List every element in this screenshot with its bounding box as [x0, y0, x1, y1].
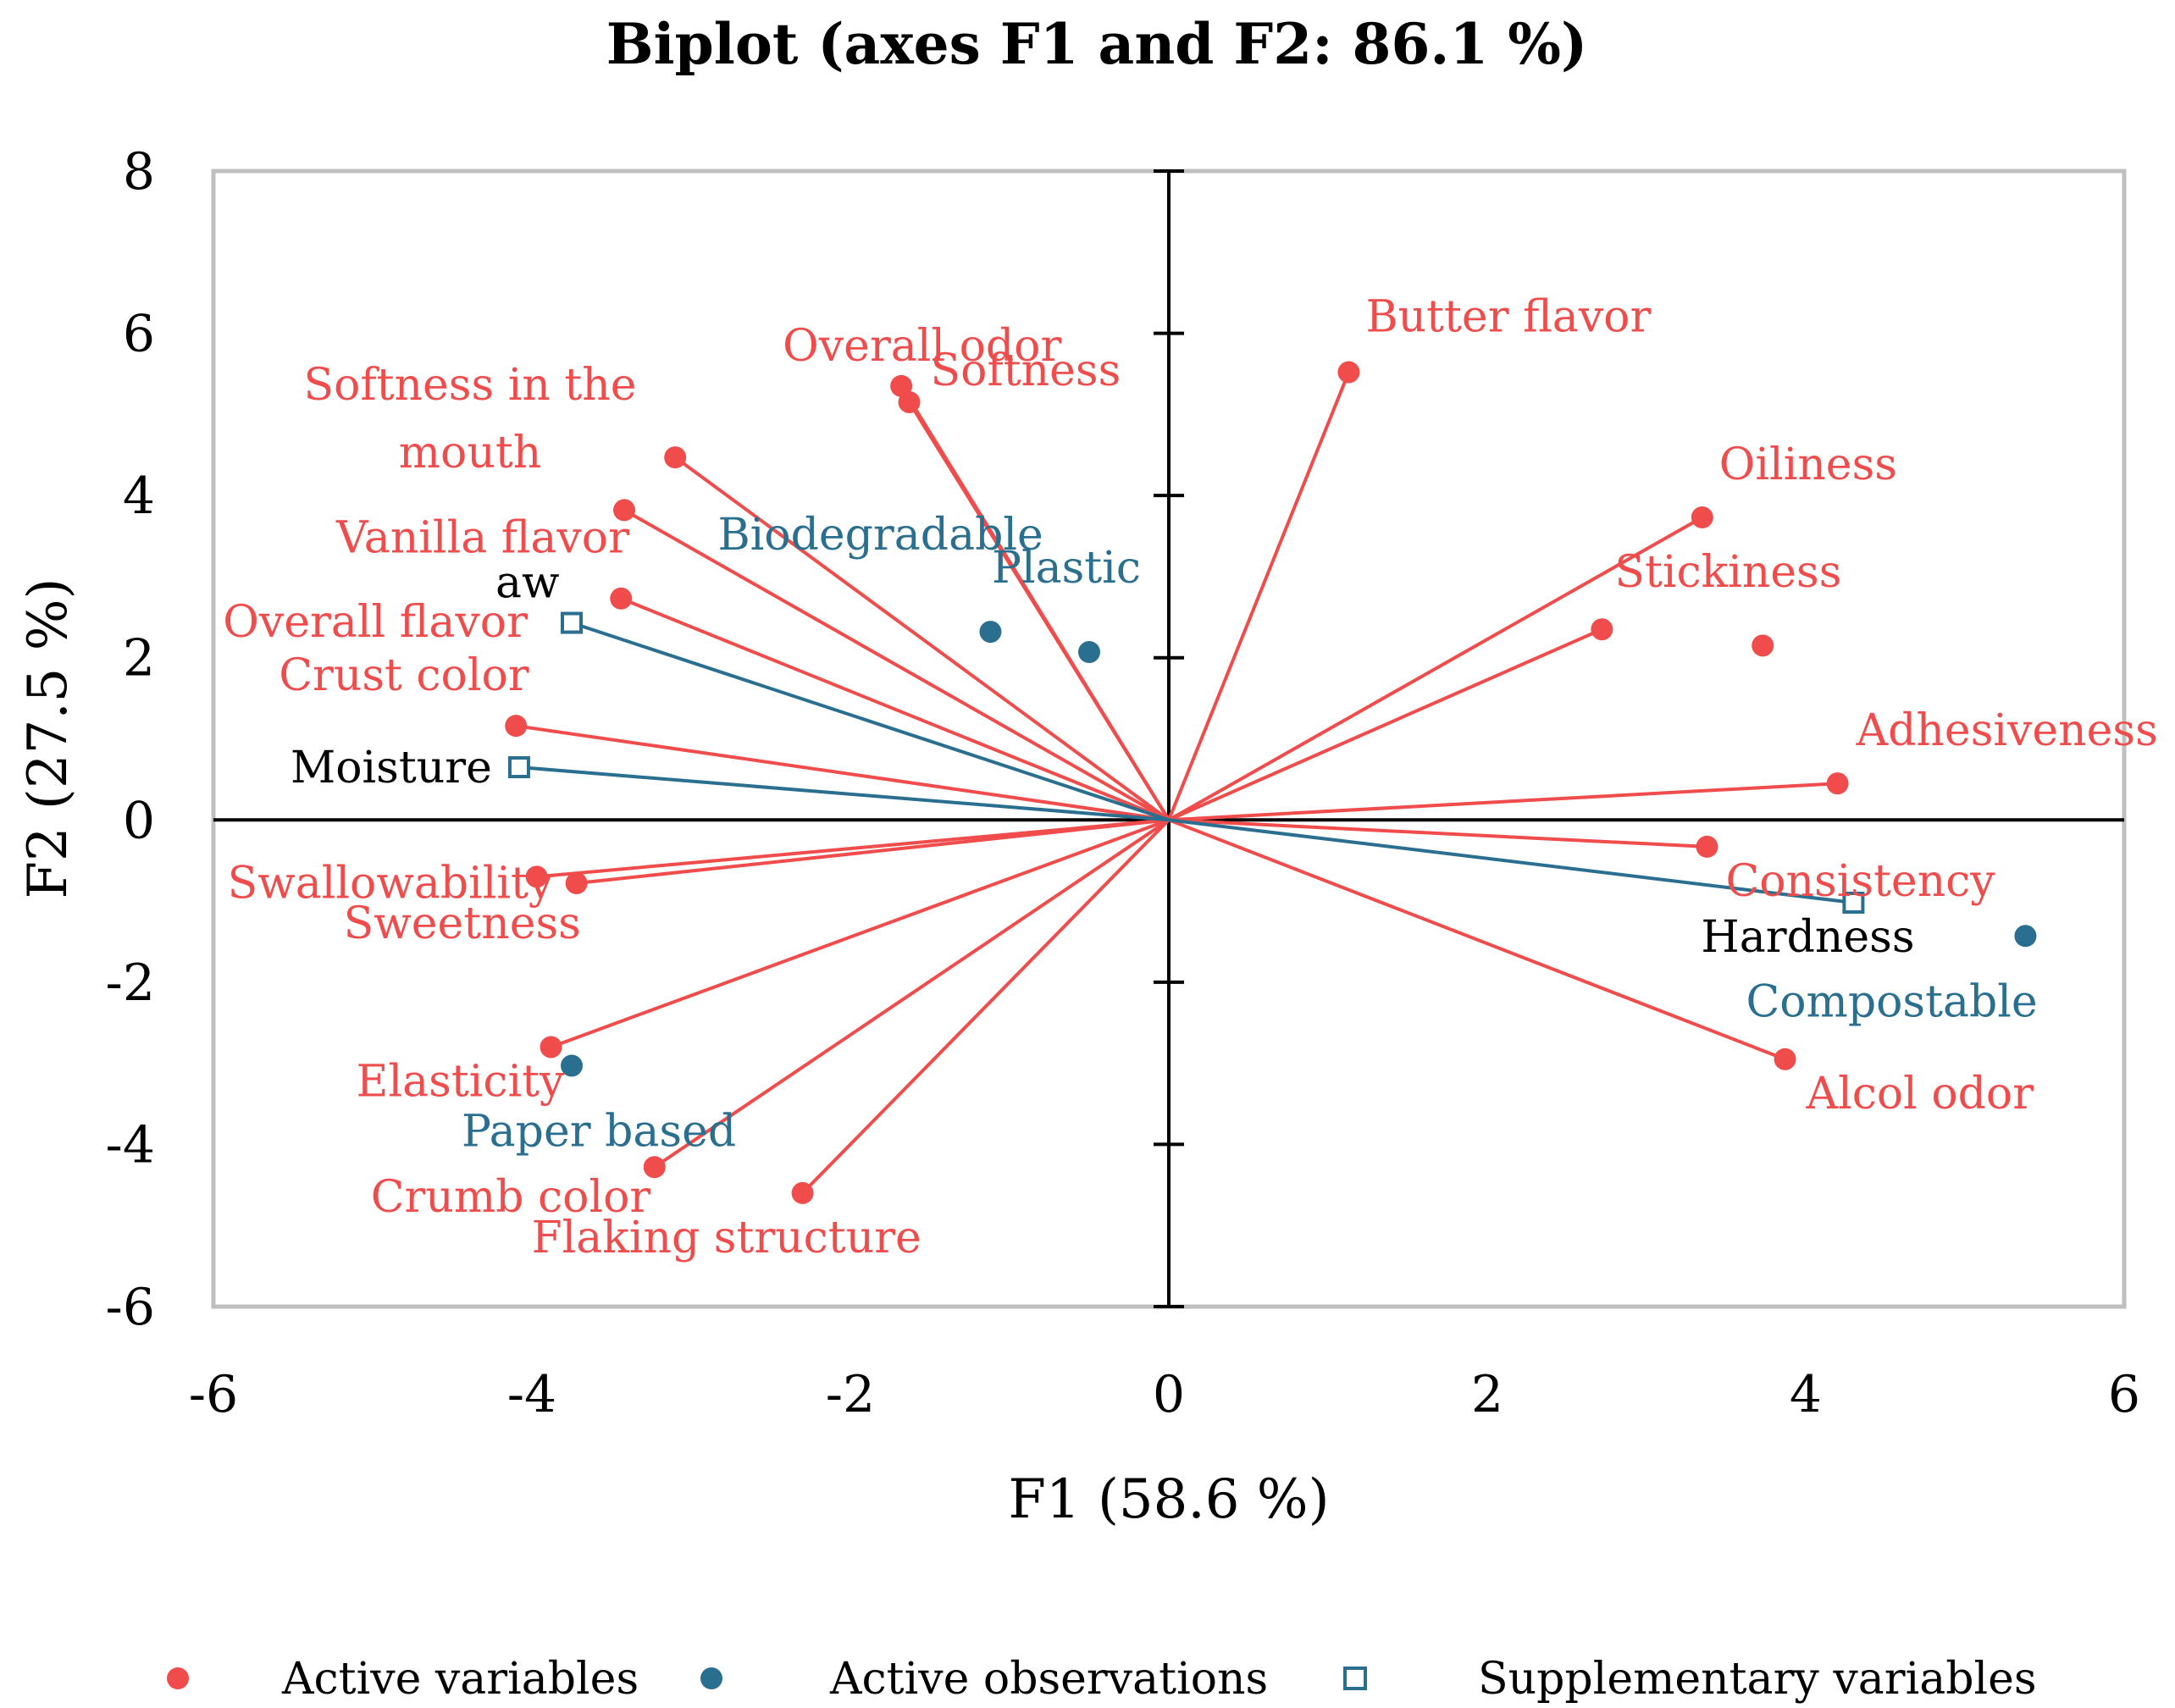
x-tick-label: -2 [826, 1365, 875, 1424]
points-layer [505, 361, 2037, 1204]
vector-adhesiveness [1168, 782, 1838, 822]
point-softness-in-the-mouth [664, 446, 687, 469]
x-tick-label: -4 [507, 1365, 556, 1424]
vector-oiliness [1168, 516, 1703, 822]
y-tick-label: -4 [106, 1115, 155, 1175]
y-tick-label: -6 [106, 1278, 155, 1337]
point-swallowability [525, 865, 548, 888]
legend-label-active-observations: Active observations [829, 1654, 1268, 1705]
label-softness-in-the-mouth: Softness in the mouth [303, 360, 636, 478]
chart-title: Biplot (axes F1 and F2: 86.1 %) [606, 11, 1587, 77]
y-tick-label: 4 [123, 467, 155, 526]
legend: Active variables Active observations Suppl… [167, 1654, 2037, 1705]
vector-consistency [1168, 818, 1707, 848]
label-crumb-color: Crumb color [371, 1172, 651, 1223]
point-plastic [1078, 641, 1100, 664]
label-butter-flavor: Butter flavor [1365, 292, 1651, 343]
point-compostable [2014, 925, 2037, 948]
label-crust-color: Crust color [279, 650, 529, 701]
point-crust-color [505, 715, 528, 738]
label-compostable: Compostable [1746, 976, 2037, 1027]
vectors-layer [515, 371, 1854, 1195]
label-paper-based: Paper based [462, 1107, 736, 1158]
label-consistency: Consistency [1725, 856, 1995, 907]
label-biodegradable: Biodegradable [717, 510, 1043, 561]
point-overall-flavor [610, 587, 633, 610]
axes-layer: -6 -4 -2 0 2 4 6 8 -6 -4 -2 0 2 4 6 [106, 142, 2141, 1424]
point-moisture [507, 756, 530, 779]
y-axis-label: F2 (27.5 %) [17, 578, 80, 898]
label-softness: Softness [931, 345, 1121, 396]
y-tick-label: 0 [123, 791, 155, 850]
point-biodegradable [979, 621, 1002, 644]
point-sweetness [565, 871, 588, 894]
x-axis-label: F1 (58.6 %) [1008, 1468, 1329, 1531]
legend-marker-supplementary-variables [1343, 1667, 1367, 1690]
point-butter-flavor [1337, 361, 1360, 384]
label-sweetness: Sweetness [344, 898, 581, 949]
vector-softness [907, 401, 1171, 821]
label-plastic: Plastic [992, 543, 1141, 594]
vector-aw [571, 621, 1170, 822]
point-crumb-color [643, 1156, 666, 1179]
label-moisture: Moisture [291, 743, 492, 793]
vector-stickiness [1168, 627, 1603, 822]
label-overall-odor: Overall odor [783, 321, 1061, 372]
point-adhesiveness [1826, 772, 1849, 795]
vector-butter-flavor [1167, 371, 1351, 821]
vector-sweetness [576, 818, 1170, 885]
vector-vanilla-flavor [623, 508, 1170, 822]
legend-label-active-variables: Active variables [281, 1654, 639, 1705]
y-tick-label: 6 [123, 305, 155, 364]
label-overall-flavor: Overall flavor [223, 597, 528, 648]
vector-swallowability [536, 818, 1170, 879]
x-tick-label: 0 [1153, 1365, 1185, 1424]
label-adhesiveness: Adhesiveness [1856, 705, 2158, 756]
point-oiliness [1691, 506, 1713, 529]
vector-softness-in-the-mouth [674, 456, 1171, 821]
label-vanilla-flavor: Vanilla flavor [335, 512, 629, 563]
label-aw: aw [495, 558, 560, 609]
point-vanilla-flavor [613, 499, 636, 522]
point-unlabeled [1752, 634, 1774, 657]
point-consistency [1696, 835, 1718, 858]
vector-crumb-color [653, 818, 1171, 1169]
label-hardness: Hardness [1701, 912, 1914, 963]
label-oiliness: Oiliness [1719, 439, 1897, 490]
y-tick-label: 8 [123, 142, 155, 202]
vector-crust-color [515, 724, 1170, 822]
legend-marker-active-observations [700, 1667, 722, 1689]
y-tick-label: -2 [106, 953, 155, 1013]
point-aw [561, 611, 583, 634]
label-alcol-odor: Alcol odor [1806, 1069, 2034, 1119]
point-softness [898, 390, 921, 413]
point-flaking-structure [791, 1181, 814, 1204]
label-swallowability: Swallowability [228, 858, 554, 909]
x-tick-label: 2 [1471, 1365, 1503, 1424]
vector-elasticity [550, 818, 1170, 1049]
x-tick-label: 6 [2108, 1365, 2140, 1424]
point-elasticity [540, 1036, 562, 1059]
vector-overall-flavor [620, 596, 1170, 822]
vector-hardness [1168, 818, 1854, 904]
x-tick-label: 4 [1790, 1365, 1822, 1424]
point-alcol-odor [1774, 1047, 1796, 1070]
x-tick-label: -6 [189, 1365, 238, 1424]
vector-alcol-odor [1168, 818, 1786, 1061]
point-hardness [1842, 891, 1865, 914]
label-stickiness: Stickiness [1614, 547, 1841, 598]
vector-flaking-structure [801, 818, 1171, 1195]
point-stickiness [1591, 618, 1613, 641]
label-flaking-structure: Flaking structure [532, 1213, 921, 1263]
point-paper-based [561, 1054, 583, 1077]
legend-marker-active-variables [167, 1667, 189, 1689]
label-elasticity: Elasticity [357, 1056, 565, 1107]
vector-moisture [518, 766, 1170, 822]
y-tick-label: 2 [123, 629, 155, 688]
legend-label-supplementary-variables: Supplementary variables [1478, 1654, 2037, 1705]
